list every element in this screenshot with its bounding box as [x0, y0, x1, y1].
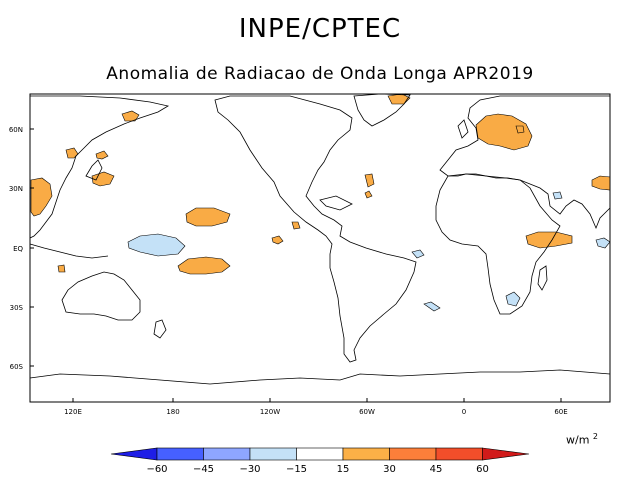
coastline-antarctica	[29, 369, 611, 385]
anomaly-positive-europe-2	[515, 125, 525, 134]
anomaly-positive-east-africa	[525, 231, 573, 249]
anomaly-negative-south-atlantic	[423, 301, 441, 312]
map-subtitle: Anomalia de Radiacao de Onda Longa APR20…	[106, 64, 534, 84]
anomaly-positive-indonesia	[57, 264, 66, 273]
lon-label-60e: 60E	[554, 408, 567, 416]
lon-label-0: 0	[462, 408, 466, 416]
colorbar-label-45: 45	[430, 464, 443, 475]
anomaly-positive-central-pacific	[185, 207, 231, 227]
anomaly-positive-south-pacific	[177, 256, 231, 275]
colorbar: −60 −45 −30 −15 15 30 45 60	[110, 447, 530, 475]
lon-label-60w: 60W	[359, 408, 375, 416]
colorbar-label-30: 30	[383, 464, 396, 475]
anomaly-negative-southern-africa	[505, 291, 521, 307]
anomaly-areas	[30, 93, 611, 312]
colorbar-swatch-7	[435, 447, 483, 461]
lat-label-60n: 60N	[9, 126, 23, 134]
colorbar-swatch-6	[389, 447, 437, 461]
coastline-new-zealand	[153, 319, 167, 339]
lon-label-180: 180	[166, 408, 179, 416]
colorbar-swatch-1	[156, 447, 204, 461]
map-plot	[29, 93, 611, 402]
coastline-greenland	[353, 93, 411, 127]
colorbar-swatch-3	[249, 447, 297, 461]
colorbar-label-60: 60	[476, 464, 489, 475]
lat-label-30s: 30S	[10, 304, 24, 312]
lon-label-120e: 120E	[64, 408, 82, 416]
lat-label-eq: EQ	[13, 245, 23, 253]
anomaly-positive-japan	[91, 171, 115, 187]
lat-label-60s: 60S	[10, 363, 24, 371]
anomaly-positive-atlantic	[364, 190, 373, 199]
anomaly-positive-east-pacific	[271, 235, 284, 245]
colorbar-label-minus30: −30	[239, 464, 260, 475]
coastline-japan	[85, 159, 103, 181]
anomaly-positive-mexico	[291, 221, 301, 230]
colorbar-swatch-4	[296, 447, 344, 461]
anomaly-positive-europe	[475, 113, 533, 151]
colorbar-label-minus15: −15	[286, 464, 307, 475]
coastline-indonesia	[29, 243, 109, 259]
coastline-uk	[457, 119, 469, 139]
anomaly-negative-brazil-coast	[411, 249, 425, 259]
axis-ticks	[30, 128, 562, 402]
colorbar-end-low	[110, 447, 158, 461]
coastline-americas	[214, 95, 417, 363]
coastlines	[29, 93, 611, 385]
coastline-africa	[435, 173, 561, 315]
units-label: w/m	[566, 433, 590, 447]
colorbar-swatch-5	[342, 447, 390, 461]
anomaly-negative-indian-ocean	[595, 237, 611, 249]
colorbar-end-high	[482, 447, 530, 461]
colorbar-label-15: 15	[337, 464, 350, 475]
coastline-madagascar	[537, 265, 548, 291]
lon-label-120w: 120W	[260, 408, 280, 416]
colorbar-units: w/m 2	[566, 432, 598, 447]
anomaly-positive-east-asia-2	[95, 150, 109, 160]
anomaly-positive-west-pacific	[30, 177, 53, 217]
page-title: INPE/CPTEC	[238, 14, 402, 44]
anomaly-positive-north-pacific	[121, 110, 140, 122]
anomaly-negative-arabia	[552, 191, 563, 200]
coastline-caribbean	[319, 195, 353, 211]
coastline-asia-west	[29, 95, 170, 239]
units-exponent: 2	[592, 432, 599, 441]
lat-label-30n: 30N	[9, 185, 23, 193]
coastline-australia	[61, 271, 141, 321]
colorbar-label-minus60: −60	[146, 464, 167, 475]
colorbar-label-minus45: −45	[193, 464, 214, 475]
colorbar-swatch-2	[203, 447, 251, 461]
anomaly-positive-caribbean	[364, 173, 375, 188]
anomaly-negative-west-pacific	[127, 233, 186, 257]
